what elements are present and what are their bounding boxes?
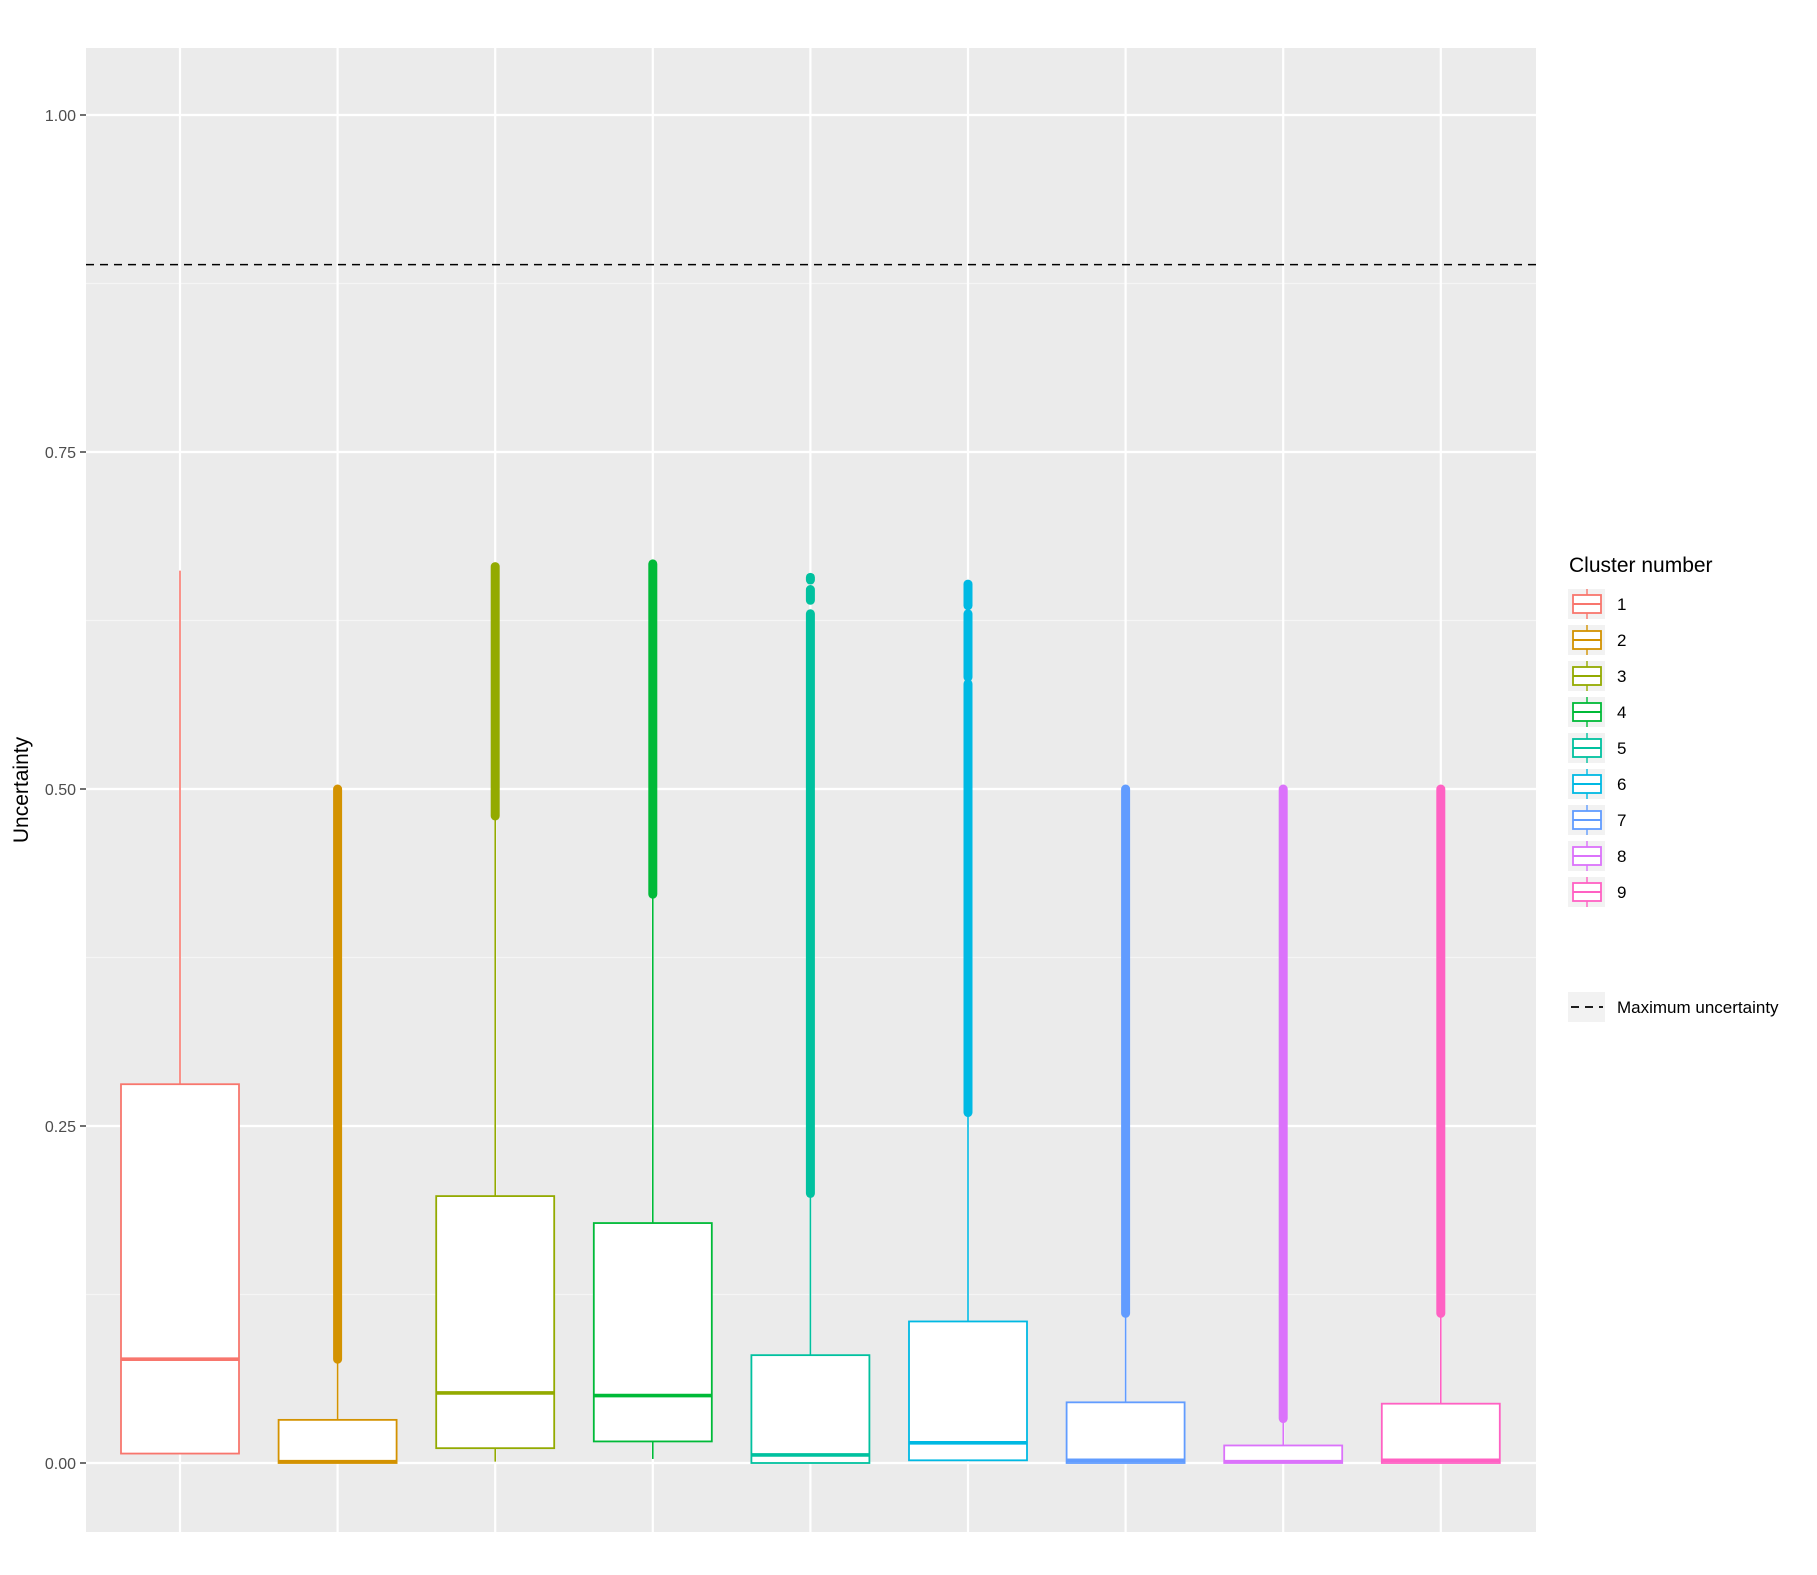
legend-label-7: 7	[1617, 811, 1626, 830]
y-tick-label: 0.75	[45, 445, 76, 462]
box-cluster-2	[277, 784, 398, 1464]
legend-key-1	[1568, 589, 1605, 619]
box-iqr	[1065, 1401, 1186, 1464]
y-tick-label: 0.25	[45, 1119, 76, 1136]
box-cluster-1	[120, 570, 240, 1455]
box-iqr	[277, 1418, 398, 1464]
box-cluster-3	[435, 562, 556, 1462]
legend-label-3: 3	[1617, 667, 1626, 686]
legend: Cluster number 1 2 3 4 5 6 7 8 9 Maximum uncertai…	[1568, 554, 1779, 1022]
legend-label-5: 5	[1617, 739, 1626, 758]
box-cluster-9	[1380, 784, 1501, 1464]
legend-key-4	[1568, 697, 1605, 727]
box-cluster-4	[592, 559, 713, 1459]
legend-label-2: 2	[1617, 631, 1626, 650]
legend-label-9: 9	[1617, 883, 1626, 902]
legend-key-2	[1568, 625, 1605, 655]
legend-label-1: 1	[1617, 595, 1626, 614]
box-cluster-8	[1223, 784, 1344, 1464]
box-iqr	[908, 1320, 1028, 1462]
legend-key-5	[1568, 733, 1605, 763]
y-axis-title: Uncertainty	[10, 736, 33, 843]
box-layer	[120, 559, 1501, 1464]
box-iqr	[750, 1354, 871, 1464]
y-tick-label: 0.50	[45, 782, 76, 799]
legend-key-9	[1568, 877, 1605, 907]
y-tick-label: 1.00	[45, 108, 76, 125]
box-cluster-5	[750, 572, 871, 1464]
legend-label-6: 6	[1617, 775, 1626, 794]
legend-label-maximum-uncertainty: Maximum uncertainty	[1617, 998, 1779, 1017]
box-cluster-6	[908, 579, 1028, 1462]
box-iqr	[120, 1083, 240, 1455]
box-iqr	[1380, 1402, 1501, 1464]
legend-key-3	[1568, 661, 1605, 691]
legend-label-4: 4	[1617, 703, 1626, 722]
y-axis: 0.00 0.25 0.50 0.75 1.00	[45, 108, 86, 1473]
box-cluster-7	[1065, 784, 1186, 1464]
legend-key-8	[1568, 841, 1605, 871]
legend-key-7	[1568, 805, 1605, 835]
y-tick-label: 0.00	[45, 1456, 76, 1473]
legend-key-6	[1568, 769, 1605, 799]
box-iqr	[435, 1195, 556, 1450]
legend-label-8: 8	[1617, 847, 1626, 866]
legend-title: Cluster number	[1569, 554, 1713, 577]
box-iqr	[592, 1222, 713, 1443]
